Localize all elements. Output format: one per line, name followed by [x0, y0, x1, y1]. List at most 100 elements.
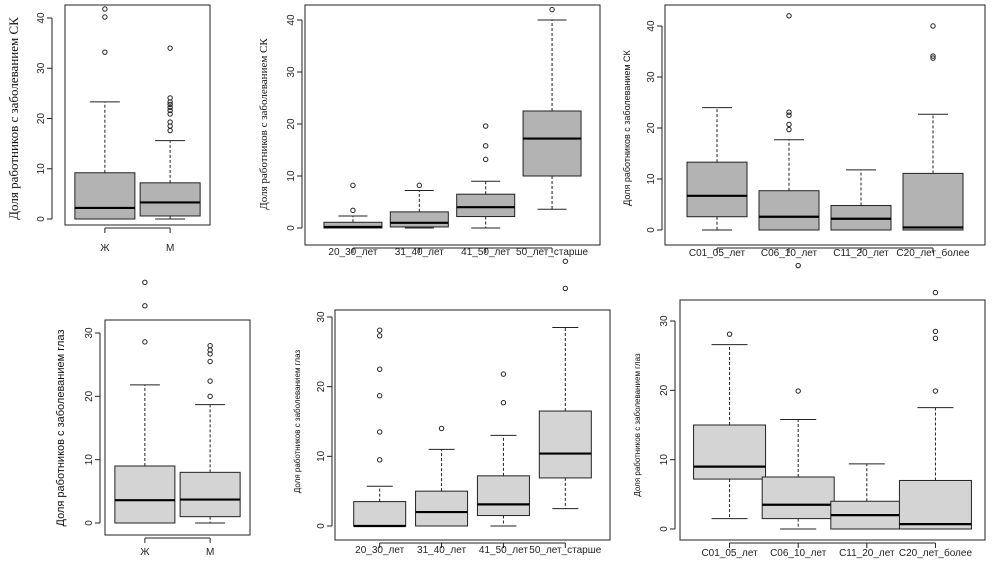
- y-tick-label: 0: [286, 225, 297, 231]
- y-tick-label: 20: [286, 118, 297, 130]
- y-tick-label: 10: [646, 173, 657, 185]
- outlier-point: [786, 112, 792, 118]
- outlier-point: [376, 457, 383, 463]
- outlier-point: [376, 333, 383, 339]
- outlier-point: [500, 399, 507, 406]
- outlier-point: [562, 285, 569, 292]
- iqr-box: [686, 161, 748, 218]
- y-tick-label: 30: [659, 315, 670, 327]
- y-axis-label: Доля работников с заболеванием глаз: [55, 330, 67, 527]
- outlier-point: [786, 109, 792, 115]
- outlier-point: [376, 393, 383, 399]
- outlier-point: [930, 23, 936, 29]
- y-tick-label: 40: [646, 20, 657, 32]
- outlier-point: [167, 45, 173, 51]
- outlier-point: [549, 6, 555, 13]
- box-М: [179, 342, 241, 524]
- outlier-point: [726, 331, 733, 337]
- iqr-box: [179, 471, 241, 518]
- outlier-point: [482, 156, 489, 163]
- panel-bottom-right: 0 10 20 30 Доля работников с заболеванием гл…: [633, 262, 986, 559]
- box-20_30_лет: [323, 182, 383, 229]
- outlier-point: [142, 279, 148, 286]
- box-50_лет_старше: [522, 6, 582, 210]
- y-axis-label: Доля работников с заболеванием СК: [622, 49, 632, 205]
- box-С11_20_лет: [830, 463, 904, 530]
- y-axis-label: Доля работников с заболеванием СК: [258, 38, 270, 210]
- x-tick-label: 31_40_лет: [417, 545, 466, 556]
- outlier-point: [142, 339, 148, 345]
- outlier-point: [932, 328, 939, 335]
- plot-frame: [679, 299, 986, 541]
- box-С11_20_лет: [830, 169, 892, 231]
- y-tick-label: 10: [36, 163, 47, 175]
- y-tick-label: 20: [316, 381, 327, 393]
- iqr-box: [902, 172, 964, 231]
- y-tick-label: 30: [316, 311, 327, 323]
- outlier-point: [932, 388, 939, 394]
- box-С20_лет_более: [902, 23, 964, 231]
- outlier-point: [102, 49, 108, 55]
- y-tick-label: 30: [84, 327, 95, 339]
- x-tick-label: 41_50_лет: [461, 247, 510, 258]
- outlier-point: [438, 425, 445, 432]
- outlier-point: [786, 121, 792, 128]
- plot-frame: [304, 4, 601, 246]
- box-С06_10_лет: [761, 262, 835, 530]
- box-20_30_лет: [353, 327, 407, 528]
- outlier-point: [482, 143, 489, 149]
- iqr-box: [415, 490, 469, 527]
- x-tick-label: 20_30_лет: [355, 545, 404, 556]
- box-С06_10_лет: [758, 13, 820, 231]
- y-tick-label: 20: [646, 122, 657, 134]
- iqr-box: [139, 182, 201, 217]
- outlier-point: [795, 262, 801, 269]
- iqr-box: [522, 110, 582, 177]
- outlier-point: [207, 378, 213, 384]
- panel-bottom-middle: 0 10 20 30 Доля работников с заболеванием гл…: [293, 258, 611, 556]
- plot-frame: [664, 4, 986, 246]
- x-tick-label: М: [166, 243, 174, 254]
- outlier-point: [786, 126, 792, 133]
- outlier-point: [930, 53, 936, 59]
- box-С01_05_лет: [686, 107, 748, 231]
- x-tick-label: 31_40_лет: [395, 247, 444, 258]
- box-41_50_лет: [456, 123, 516, 229]
- outlier-point: [167, 119, 173, 125]
- x-tick-label: С06_10_лет: [770, 548, 827, 559]
- x-tick-label: С20_лет_более: [899, 547, 973, 559]
- box-Ж: [114, 279, 176, 524]
- iqr-box: [761, 476, 835, 520]
- iqr-box: [898, 479, 972, 530]
- outlier-point: [167, 107, 173, 114]
- box-31_40_лет: [415, 425, 469, 527]
- iqr-box: [758, 190, 820, 231]
- y-tick-label: 0: [659, 526, 670, 532]
- iqr-box: [114, 465, 176, 524]
- y-tick-label: 0: [316, 523, 327, 529]
- y-axis-label: Доля работников с заболеванием глаз: [633, 353, 642, 497]
- outlier-point: [167, 104, 173, 111]
- y-axis-label: Доля работников с заболеванием глаз: [293, 350, 302, 494]
- outlier-point: [350, 207, 356, 214]
- y-tick-label: 20: [84, 390, 95, 402]
- y-tick-label: 0: [646, 227, 657, 233]
- outlier-point: [350, 182, 356, 189]
- y-tick-label: 40: [36, 12, 47, 24]
- outlier-point: [786, 13, 792, 19]
- panel-top-left: 0 10 20 30 40 Доля работников с заболеванием …: [6, 4, 211, 254]
- outlier-point: [167, 127, 173, 134]
- x-tick-label: 41_50_лет: [479, 545, 528, 556]
- x-tick-label: Ж: [140, 547, 150, 558]
- x-tick-label: С01_05_лет: [701, 548, 758, 559]
- outlier-point: [207, 351, 213, 357]
- y-tick-label: 10: [286, 170, 297, 182]
- box-50_лет_старше: [538, 258, 592, 510]
- box-41_50_лет: [476, 371, 530, 527]
- outlier-point: [167, 101, 173, 108]
- x-tick-label: 50_лет_старше: [516, 247, 589, 258]
- x-tick-label: Ж: [100, 243, 110, 254]
- plot-frame: [64, 4, 211, 226]
- y-tick-label: 20: [36, 113, 47, 125]
